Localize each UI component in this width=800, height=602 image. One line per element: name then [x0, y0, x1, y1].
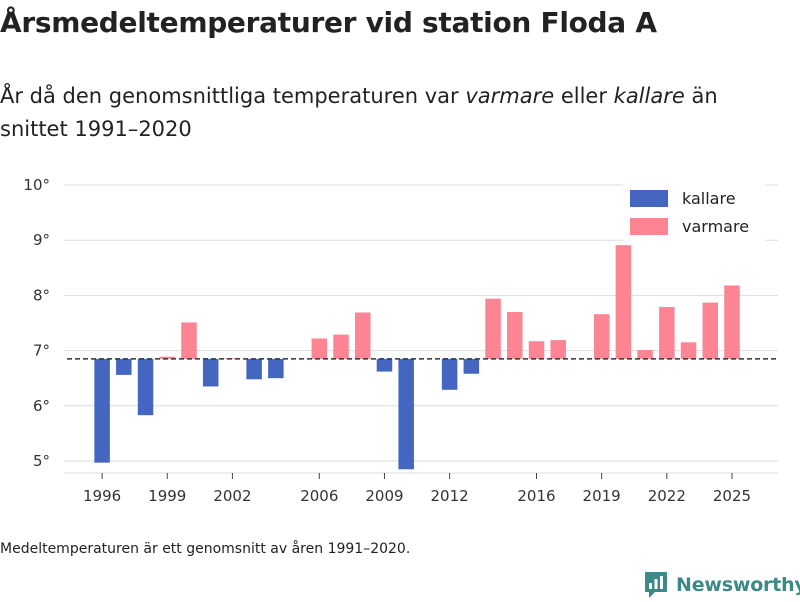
x-tick-label: 2009 — [365, 487, 403, 505]
footnote: Medeltemperaturen är ett genomsnitt av å… — [0, 541, 411, 557]
x-tick-label: 2012 — [431, 487, 469, 505]
newsworthy-logo: Newsworthy — [644, 568, 800, 602]
x-axis-labels: 1996 1999 2002 2006 2009 2012 2016 2019 2022 2025 — [83, 473, 751, 505]
colder-bar-2013 — [463, 358, 480, 374]
subtitle-warmer-word: varmare — [465, 84, 555, 108]
y-tick-label: 5° — [33, 452, 50, 470]
y-tick-label: 6° — [33, 397, 50, 415]
bar-chart: 5° 6° 7° 8° 9° 10° 1996 1999 2002 2006 2009 2012 20… — [23, 176, 778, 505]
legend-swatch-colder — [630, 190, 668, 207]
colder-bar-2009 — [376, 358, 393, 372]
warmer-bar-2014 — [485, 298, 501, 359]
x-tick-label: 2006 — [300, 487, 338, 505]
legend-swatch-warmer — [630, 218, 668, 235]
warmer-bar-2022 — [659, 306, 675, 359]
warmer-bar-2024 — [702, 302, 719, 359]
warmer-bar-1999 — [159, 356, 176, 359]
colder-bar-2001 — [202, 358, 219, 387]
warmer-bar-2002 — [224, 358, 241, 360]
warmer-bar-2019 — [593, 314, 610, 359]
warmer-bar-2021 — [637, 350, 653, 359]
colder-bar-2003 — [246, 358, 262, 380]
y-tick-label: 7° — [33, 342, 50, 360]
legend-label-colder: kallare — [682, 189, 736, 208]
colder-bar-2010 — [398, 358, 414, 470]
x-tick-label: 2019 — [583, 487, 621, 505]
x-tick-label: 1996 — [83, 487, 121, 505]
y-tick-label: 9° — [33, 231, 50, 249]
warmer-bar-2007 — [333, 334, 349, 359]
warmer-bar-2023 — [680, 342, 697, 359]
colder-bar-1996 — [94, 358, 110, 463]
warmer-bar-2020 — [615, 245, 632, 359]
bars — [94, 245, 740, 470]
subtitle-colder-word: kallare — [613, 84, 685, 108]
chart-subtitle: År då den genomsnittliga temperaturen va… — [0, 80, 760, 146]
subtitle-text-1: År då den genomsnittliga temperaturen va… — [0, 84, 466, 108]
colder-bar-2012 — [441, 358, 458, 390]
legend: kallare varmare — [623, 184, 765, 242]
x-tick-label: 2025 — [713, 487, 751, 505]
colder-bar-1997 — [116, 358, 132, 375]
x-tick-label: 2022 — [648, 487, 686, 505]
subtitle-text-2: eller — [554, 84, 614, 108]
x-tick-label: 2002 — [213, 487, 251, 505]
warmer-bar-2016 — [528, 341, 545, 359]
warmer-bar-2017 — [550, 340, 566, 359]
warmer-bar-2015 — [507, 311, 523, 359]
chart-title: Årsmedeltemperaturer vid station Floda A — [0, 6, 657, 39]
subtitle-text-3: än snittet 1991–2020 — [0, 84, 718, 141]
x-tick-label: 2016 — [517, 487, 555, 505]
warmer-bar-2025 — [724, 285, 740, 359]
warmer-bar-2000 — [181, 322, 197, 359]
warmer-bar-2008 — [354, 312, 371, 359]
y-axis-labels: 5° 6° 7° 8° 9° 10° — [23, 176, 50, 470]
y-tick-label: 10° — [23, 176, 50, 194]
colder-bar-1998 — [137, 358, 154, 416]
newsworthy-logo-text: Newsworthy — [676, 574, 800, 596]
warmer-bar-2006 — [311, 338, 328, 359]
legend-label-warmer: varmare — [682, 217, 749, 236]
newsworthy-logo-icon — [645, 572, 667, 598]
y-tick-label: 8° — [33, 286, 50, 304]
x-tick-label: 1999 — [148, 487, 186, 505]
colder-bar-2004 — [268, 358, 284, 379]
